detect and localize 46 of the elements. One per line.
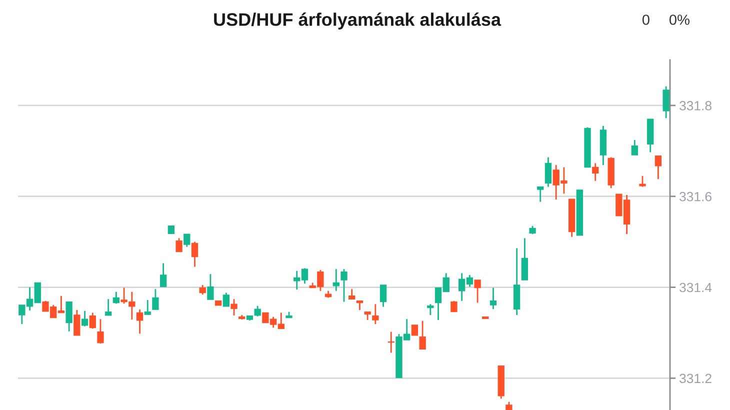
candlestick: [332, 268, 340, 292]
candlestick: [176, 237, 182, 253]
candlestick: [474, 279, 481, 304]
candlestick: [662, 86, 670, 119]
candlestick: [340, 268, 348, 303]
candlestick: [184, 233, 190, 248]
candlestick: [380, 284, 387, 308]
candlestick: [144, 299, 151, 316]
candlestick: [230, 298, 238, 316]
candlestick: [411, 324, 418, 336]
text: 0: [642, 14, 650, 25]
candlestick: [490, 287, 497, 310]
candlestick: [160, 262, 167, 288]
candlestick: [388, 331, 394, 354]
candlestick: [97, 318, 104, 344]
candlestick: [136, 308, 144, 334]
y-tick-label: 331.6: [680, 192, 712, 202]
candlestick: [592, 162, 599, 182]
candlestick: [74, 309, 80, 336]
candlestick: [152, 288, 159, 310]
candlestick: [222, 292, 230, 308]
candlestick: [356, 300, 364, 311]
candlestick: [654, 155, 662, 180]
y-tick-label: 331.2: [680, 374, 712, 384]
candlestick: [207, 273, 214, 300]
y-tick-label: 331.4: [680, 282, 712, 292]
candlestick: [199, 284, 206, 296]
candlestick: [544, 156, 552, 188]
candlestick: [450, 300, 458, 313]
candlestick: [521, 237, 528, 281]
candlestick: [112, 291, 120, 304]
candlestick: [81, 310, 88, 328]
y-tick-label: 331.8: [680, 101, 712, 110]
candlestick: [105, 298, 112, 316]
chart-title: USD/HUF árfolyamának alakulása: [214, 12, 502, 30]
candlestick: [372, 303, 379, 325]
candlestick: [537, 186, 544, 203]
candlestick: [66, 301, 72, 332]
candlestick: [89, 312, 96, 330]
text: 0%: [669, 14, 690, 25]
candlestick: [427, 303, 434, 316]
candlestick: [419, 320, 426, 350]
candlestick: [348, 288, 356, 300]
candlestick: [191, 241, 198, 268]
candlestick: [639, 175, 646, 188]
candlestick: [631, 139, 638, 156]
